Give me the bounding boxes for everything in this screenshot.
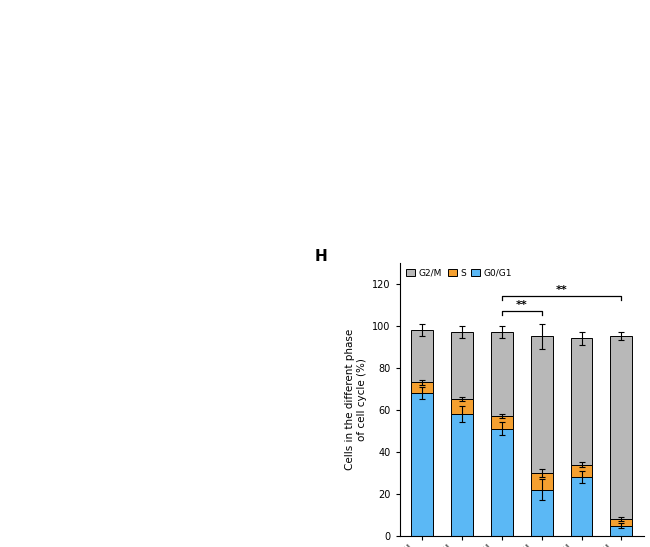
Bar	[491, 332, 513, 416]
Bar	[411, 393, 433, 536]
Text: **: **	[556, 285, 567, 295]
Bar	[530, 336, 552, 473]
Bar	[491, 416, 513, 429]
Bar	[411, 382, 433, 393]
Bar	[571, 338, 593, 464]
Bar	[610, 519, 632, 526]
Bar	[610, 336, 632, 519]
Bar	[450, 332, 473, 399]
Bar	[610, 526, 632, 536]
Bar	[450, 414, 473, 536]
Text: **: **	[515, 300, 528, 310]
Y-axis label: Cells in the different phase
of cell cycle (%): Cells in the different phase of cell cyc…	[345, 329, 367, 470]
Bar	[491, 429, 513, 536]
Bar	[530, 473, 552, 490]
Bar	[411, 330, 433, 382]
Bar	[530, 490, 552, 536]
Text: H: H	[315, 249, 327, 264]
Legend: G2/M, S, G0/G1: G2/M, S, G0/G1	[404, 267, 514, 280]
Bar	[571, 477, 593, 536]
Bar	[571, 464, 593, 477]
Bar	[450, 399, 473, 414]
